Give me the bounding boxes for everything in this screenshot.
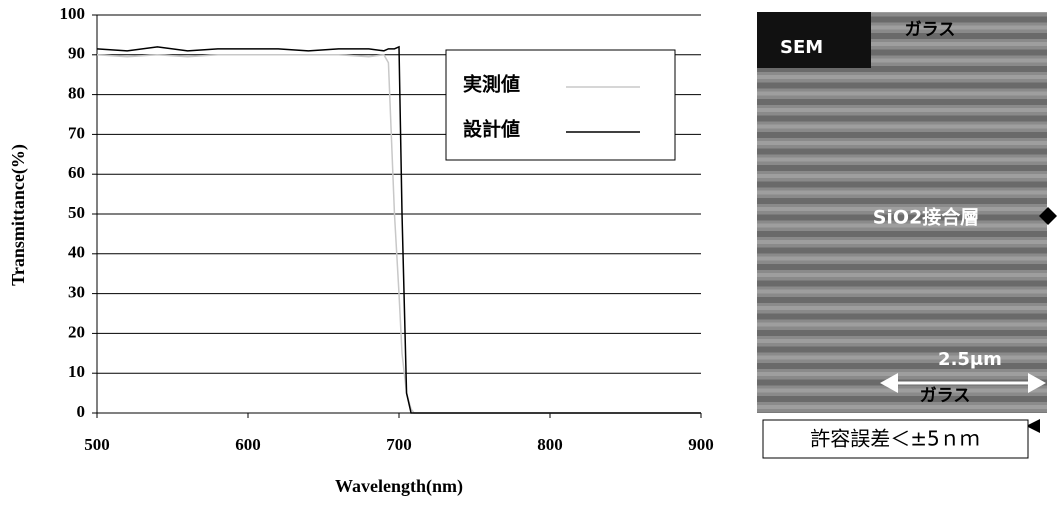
layer-label: SiO2接合層 bbox=[873, 206, 980, 229]
legend-label: 設計値 bbox=[463, 118, 520, 141]
y-tick-label: 0 bbox=[77, 402, 86, 421]
sem-badge: SEM bbox=[780, 37, 823, 58]
x-axis-title: Wavelength(nm) bbox=[335, 476, 463, 497]
tolerance-text: 許容誤差＜±5ｎｍ bbox=[810, 427, 979, 451]
y-tick-label: 100 bbox=[60, 4, 86, 23]
y-tick-label: 10 bbox=[68, 362, 85, 381]
y-tick-label: 50 bbox=[68, 203, 85, 222]
y-tick-label: 80 bbox=[68, 84, 85, 103]
y-tick-label: 40 bbox=[68, 243, 85, 262]
y-tick-label: 20 bbox=[68, 322, 85, 341]
y-tick-label: 70 bbox=[68, 123, 85, 142]
figure: 0 10 20 30 40 50 60 70 80 90 100 500 600 700 800 900 Wa… bbox=[0, 0, 1062, 505]
x-tick-label: 500 bbox=[84, 435, 110, 454]
y-tick-label: 30 bbox=[68, 283, 85, 302]
y-axis-title: Transmittance(%) bbox=[8, 144, 29, 286]
scale-label: 2.5μm bbox=[938, 349, 1002, 370]
x-tick-label: 900 bbox=[688, 435, 714, 454]
y-tick-label: 90 bbox=[68, 44, 85, 63]
top-label: ガラス bbox=[905, 20, 956, 40]
x-tick-label: 800 bbox=[537, 435, 563, 454]
legend-box bbox=[446, 50, 675, 160]
sem-panel: SEM ガラス SiO2接合層 2.5μm ガラス 許容誤差＜±5ｎｍ bbox=[757, 12, 1057, 458]
y-tick-label: 60 bbox=[68, 163, 85, 182]
bottom-label: ガラス bbox=[920, 386, 971, 406]
legend-label: 実測値 bbox=[463, 73, 520, 96]
x-tick-label: 700 bbox=[386, 435, 412, 454]
x-tick-label: 600 bbox=[235, 435, 261, 454]
